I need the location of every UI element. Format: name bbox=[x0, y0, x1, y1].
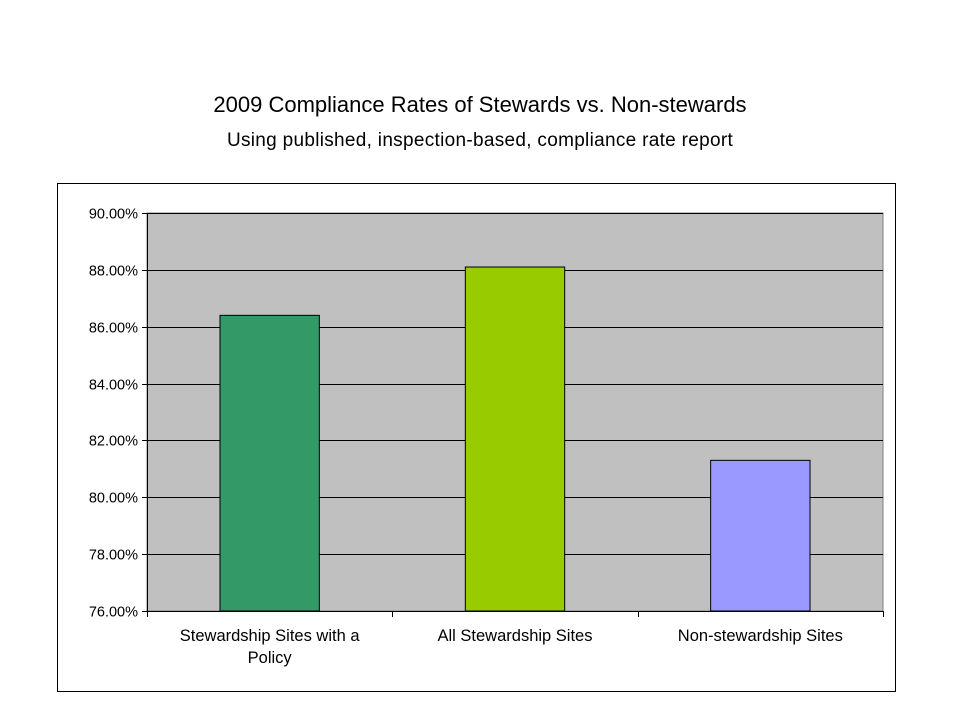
bar bbox=[464, 266, 566, 612]
bar bbox=[710, 459, 811, 612]
y-tick-label: 88.00% bbox=[89, 264, 138, 280]
x-category-label: Non-stewardship Sites bbox=[678, 627, 843, 645]
x-category-label: Policy bbox=[248, 649, 293, 667]
chart-frame: 76.00% 78.00% 80.00% 82.00% 84.00% 86.00% 88.0… bbox=[57, 183, 896, 692]
y-tick-label: 84.00% bbox=[89, 378, 138, 394]
y-tick-label: 76.00% bbox=[89, 605, 138, 621]
x-category-label: All Stewardship Sites bbox=[438, 627, 593, 645]
y-tick-label: 90.00% bbox=[89, 207, 138, 223]
chart-subtitle: Using published, inspection-based, compl… bbox=[226, 130, 734, 151]
y-tick-label: 82.00% bbox=[89, 434, 138, 450]
bar bbox=[219, 314, 320, 612]
y-tick-label: 86.00% bbox=[89, 321, 138, 337]
y-tick-label: 78.00% bbox=[89, 548, 138, 564]
x-category-label: Stewardship Sites with a bbox=[180, 627, 361, 645]
bar-chart: 76.00% 78.00% 80.00% 82.00% 84.00% 86.00% 88.0… bbox=[89, 207, 884, 667]
chart-title: 2009 Compliance Rates of Stewards vs. No… bbox=[213, 92, 747, 117]
y-tick-label: 80.00% bbox=[89, 491, 138, 507]
